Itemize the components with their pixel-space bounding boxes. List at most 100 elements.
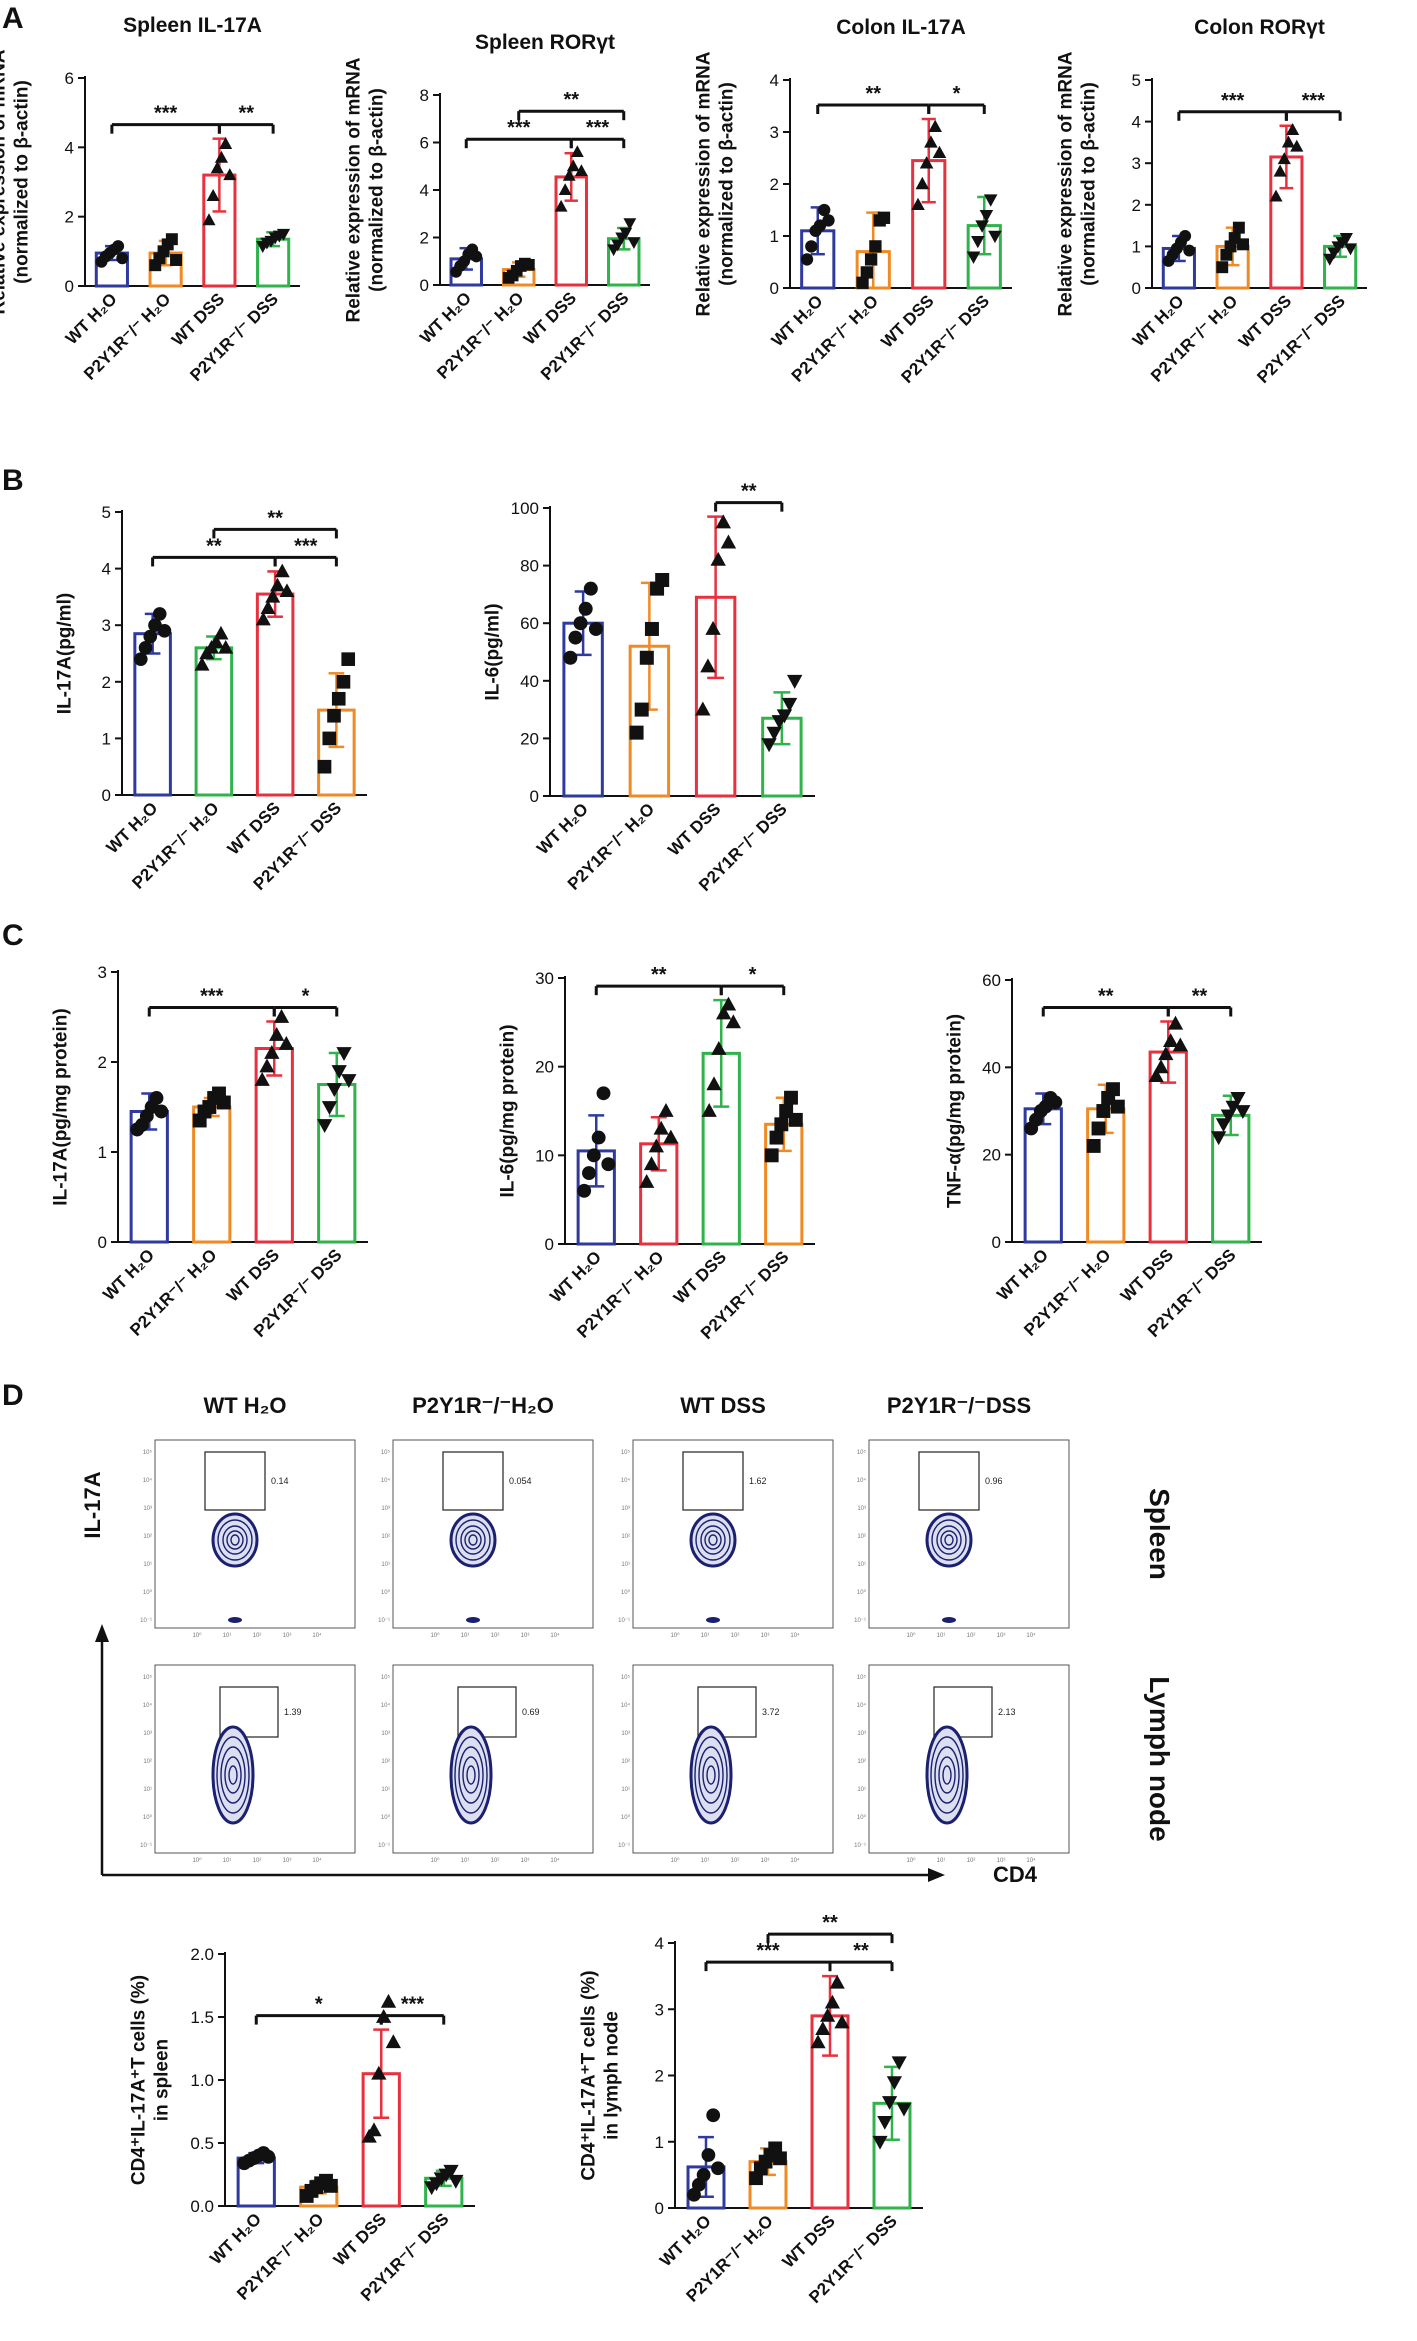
flow-contour bbox=[460, 1525, 486, 1555]
chart-title: Colon RORγt bbox=[1194, 16, 1325, 39]
x-tick-label: WT H₂O bbox=[99, 1245, 158, 1304]
flow-tick-label: 10¹ bbox=[143, 1787, 152, 1793]
flow-plot: 10⁻¹ 10⁰ 10⁰ 10¹ 10¹ 10² 10² 10³ 10³ 10⁴ 10⁴ 10⁵ 1.6… bbox=[618, 1439, 834, 1639]
x-tick-label: WT H₂O bbox=[206, 2209, 265, 2268]
flow-tick-label: 10² bbox=[491, 1858, 500, 1864]
y-tick-label: 2 bbox=[65, 208, 74, 227]
flow-column-title: WT H₂O bbox=[203, 1393, 286, 1418]
flow-gate bbox=[442, 1451, 504, 1511]
flow-tick-label: 10³ bbox=[283, 1858, 292, 1864]
flow-tick-label: 10² bbox=[381, 1534, 390, 1540]
data-point bbox=[623, 218, 637, 230]
y-axis-label-line: Relative expression of mRNA bbox=[1056, 51, 1077, 316]
y-tick-label: 1.5 bbox=[190, 2008, 214, 2027]
y-axis-label: IL-17A(pg/mg protein) bbox=[51, 1008, 72, 1205]
y-axis-label-line: CD4⁺IL-17A⁺T cells (%) bbox=[579, 1970, 600, 2180]
flow-tick-label: 10⁵ bbox=[621, 1674, 631, 1681]
x-tick-label: WT H₂O bbox=[993, 1245, 1052, 1304]
x-tick-label: WT DSS bbox=[1117, 1245, 1177, 1305]
flow-tick-label: 10⁴ bbox=[381, 1477, 391, 1484]
data-point bbox=[720, 996, 737, 1011]
y-axis-label-line: Relative expression of mRNA bbox=[344, 57, 365, 322]
data-point bbox=[470, 250, 483, 263]
flow-contour bbox=[694, 1736, 728, 1814]
data-point bbox=[558, 183, 572, 195]
data-point bbox=[971, 235, 985, 249]
flow-plot: 10⁻¹ 10⁰ 10⁰ 10¹ 10¹ 10² 10² 10³ 10³ 10⁴ 10⁴ 10⁵ 0.6… bbox=[378, 1664, 594, 1864]
significance-label: *** bbox=[294, 535, 318, 557]
data-point bbox=[1277, 152, 1291, 165]
flow-contour bbox=[449, 1512, 497, 1568]
flow-contour bbox=[454, 1736, 488, 1814]
data-point bbox=[629, 725, 644, 740]
y-tick-label: 1.0 bbox=[190, 2071, 214, 2090]
data-point bbox=[706, 1076, 722, 1091]
flow-tick-label: 10⁴ bbox=[143, 1702, 153, 1709]
data-point bbox=[259, 1058, 275, 1073]
data-point bbox=[820, 2007, 836, 2022]
y-axis-label: CD4⁺IL-17A⁺T cells (%)in lymph node bbox=[579, 1970, 623, 2180]
flow-contour bbox=[449, 1725, 493, 1825]
flow-contour bbox=[462, 1756, 480, 1794]
data-point bbox=[1269, 189, 1283, 202]
y-axis-label-line: IL-6(pg/mg protein) bbox=[498, 1024, 519, 1197]
data-point bbox=[216, 1095, 231, 1110]
flow-contour bbox=[706, 1765, 716, 1785]
x-tick-label: WT DSS bbox=[670, 1247, 730, 1307]
data-point bbox=[1091, 1121, 1106, 1136]
data-point bbox=[774, 1117, 789, 1132]
flow-contour bbox=[230, 1534, 240, 1546]
data-point bbox=[601, 1157, 616, 1172]
flow-tick-label: 10² bbox=[857, 1759, 866, 1765]
data-point bbox=[1224, 240, 1237, 253]
y-tick-label: 40 bbox=[982, 1058, 1001, 1077]
data-point bbox=[273, 1009, 290, 1023]
flow-row-label: Spleen bbox=[1144, 1488, 1175, 1580]
data-point bbox=[1216, 261, 1229, 274]
y-tick-label: 20 bbox=[520, 729, 539, 748]
data-point bbox=[194, 656, 210, 671]
panel-letter-a: A bbox=[2, 2, 24, 35]
data-point bbox=[588, 621, 603, 636]
y-tick-label: 30 bbox=[535, 969, 554, 988]
flow-tick-label: 10³ bbox=[143, 1731, 152, 1737]
data-point bbox=[725, 1014, 741, 1029]
flow-tick-label: 10¹ bbox=[701, 1633, 710, 1639]
flow-tick-label: 10¹ bbox=[223, 1633, 232, 1639]
x-tick-label: WT DSS bbox=[224, 798, 284, 858]
flow-contour bbox=[689, 1725, 733, 1825]
flow-tick-label: 10¹ bbox=[621, 1787, 630, 1793]
data-point bbox=[213, 625, 229, 640]
y-axis-label-line: in spleen bbox=[151, 2039, 172, 2121]
y-tick-label: 0 bbox=[530, 787, 539, 806]
flow-contour bbox=[466, 1765, 476, 1785]
data-point bbox=[655, 573, 670, 587]
flow-tick-label: 10³ bbox=[997, 1633, 1006, 1639]
flow-contour bbox=[216, 1736, 250, 1814]
data-point bbox=[761, 738, 777, 753]
y-axis-label-line: IL-17A(pg/mg protein) bbox=[51, 1008, 72, 1205]
flow-contour bbox=[217, 1519, 253, 1561]
data-point bbox=[1183, 244, 1196, 257]
flow-tick-label: 10⁰ bbox=[143, 1814, 153, 1821]
data-point bbox=[877, 211, 891, 224]
flow-tick-label: 10⁰ bbox=[192, 1857, 202, 1864]
chart-d1: 0.0 0.5 1.0 1.5 2.0 CD4⁺IL-17A⁺T cells (%)in … bbox=[129, 1945, 475, 2305]
flow-plot: 10⁻¹ 10⁰ 10⁰ 10¹ 10¹ 10² 10² 10³ 10³ 10⁴ 10⁴ 10⁵ 0.0… bbox=[378, 1439, 594, 1639]
data-point bbox=[648, 1138, 664, 1153]
data-point bbox=[218, 640, 234, 654]
y-tick-label: 8 bbox=[420, 86, 429, 105]
data-point bbox=[1343, 243, 1358, 256]
data-point bbox=[979, 209, 994, 223]
y-axis-label: CD4⁺IL-17A⁺T cells (%)in spleen bbox=[129, 1975, 173, 2185]
data-point bbox=[658, 1103, 674, 1117]
data-point bbox=[143, 629, 158, 644]
flow-column-title: P2Y1R⁻/⁻H₂O bbox=[412, 1393, 554, 1418]
flow-tick-label: 10⁵ bbox=[143, 1449, 153, 1456]
data-point bbox=[1290, 139, 1304, 152]
chart-a4: Colon RORγt 0 1 2 3 4 5 Relative expression of … bbox=[1056, 16, 1367, 387]
significance-label: *** bbox=[154, 103, 178, 125]
y-tick-label: 2 bbox=[655, 2067, 664, 2086]
